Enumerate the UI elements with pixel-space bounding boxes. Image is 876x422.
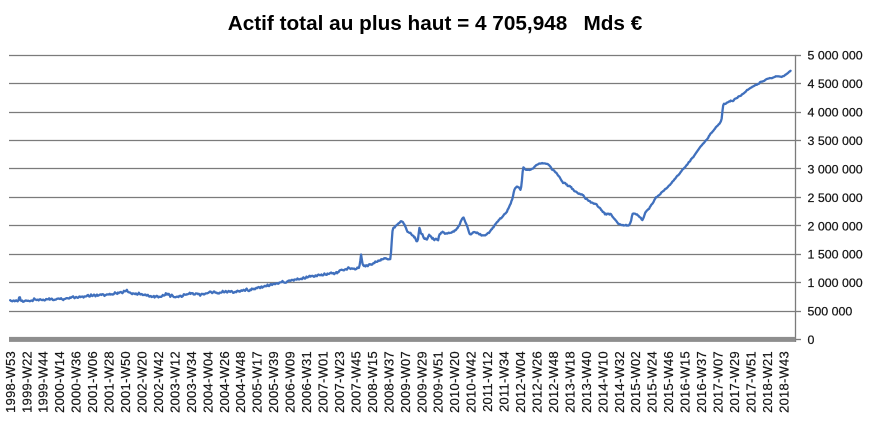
svg-text:4 500 000: 4 500 000: [808, 77, 863, 91]
svg-text:2009-W07: 2009-W07: [398, 351, 413, 413]
svg-text:2015-W02: 2015-W02: [628, 351, 643, 413]
svg-text:2007-W45: 2007-W45: [348, 351, 363, 413]
svg-text:1 000 000: 1 000 000: [808, 276, 863, 290]
svg-text:2012-W04: 2012-W04: [513, 351, 528, 413]
svg-text:2014-W32: 2014-W32: [612, 351, 627, 413]
svg-text:0: 0: [808, 333, 815, 347]
svg-text:2005-W17: 2005-W17: [250, 351, 265, 413]
svg-text:2013-W18: 2013-W18: [562, 351, 577, 413]
svg-text:500 000: 500 000: [808, 305, 853, 319]
svg-text:2010-W20: 2010-W20: [447, 351, 462, 413]
svg-text:2008-W37: 2008-W37: [381, 351, 396, 413]
svg-text:1999-W44: 1999-W44: [36, 351, 51, 413]
svg-text:2017-W29: 2017-W29: [727, 351, 742, 413]
svg-text:1999-W22: 1999-W22: [19, 351, 34, 413]
svg-text:2017-W51: 2017-W51: [743, 351, 758, 413]
svg-text:2018-W21: 2018-W21: [760, 351, 775, 413]
svg-text:2004-W48: 2004-W48: [233, 351, 248, 413]
svg-text:2001-W28: 2001-W28: [102, 351, 117, 413]
svg-text:2004-W26: 2004-W26: [217, 351, 232, 413]
svg-text:2009-W29: 2009-W29: [414, 351, 429, 413]
svg-text:2017-W07: 2017-W07: [711, 351, 726, 413]
svg-text:1998-W53: 1998-W53: [3, 351, 18, 413]
svg-text:2002-W42: 2002-W42: [151, 351, 166, 413]
svg-text:2013-W40: 2013-W40: [579, 351, 594, 413]
svg-text:2 000 000: 2 000 000: [808, 219, 863, 233]
svg-text:2005-W39: 2005-W39: [266, 351, 281, 413]
svg-text:2015-W24: 2015-W24: [645, 351, 660, 413]
svg-text:2007-W23: 2007-W23: [332, 351, 347, 413]
svg-text:2010-W42: 2010-W42: [464, 351, 479, 413]
svg-text:5 000 000: 5 000 000: [808, 49, 863, 63]
svg-text:4 000 000: 4 000 000: [808, 105, 863, 119]
svg-text:2000-W14: 2000-W14: [52, 351, 67, 413]
svg-text:2009-W51: 2009-W51: [431, 351, 446, 413]
svg-text:2012-W26: 2012-W26: [529, 351, 544, 413]
svg-text:2016-W15: 2016-W15: [678, 351, 693, 413]
svg-text:2018-W43: 2018-W43: [776, 351, 791, 413]
svg-text:2007-W01: 2007-W01: [316, 351, 331, 413]
svg-text:1 500 000: 1 500 000: [808, 248, 863, 262]
svg-text:2001-W50: 2001-W50: [118, 351, 133, 413]
svg-text:2000-W36: 2000-W36: [69, 351, 84, 413]
svg-text:2011-W12: 2011-W12: [480, 351, 495, 412]
svg-text:2016-W37: 2016-W37: [694, 351, 709, 413]
svg-text:2001-W06: 2001-W06: [85, 351, 100, 413]
svg-text:2015-W46: 2015-W46: [661, 351, 676, 413]
svg-text:2003-W34: 2003-W34: [184, 351, 199, 413]
svg-text:2006-W09: 2006-W09: [283, 351, 298, 413]
svg-text:2004-W04: 2004-W04: [200, 351, 215, 413]
svg-text:3 000 000: 3 000 000: [808, 162, 863, 176]
svg-text:2008-W15: 2008-W15: [365, 351, 380, 413]
svg-text:2014-W10: 2014-W10: [595, 351, 610, 413]
svg-text:3 500 000: 3 500 000: [808, 134, 863, 148]
svg-text:2003-W12: 2003-W12: [167, 351, 182, 413]
svg-text:Actif total au plus haut = 4 7: Actif total au plus haut = 4 705,948 Mds…: [228, 12, 643, 35]
svg-text:2006-W31: 2006-W31: [299, 351, 314, 413]
svg-text:2011-W34: 2011-W34: [497, 351, 512, 412]
svg-text:2002-W20: 2002-W20: [134, 351, 149, 413]
svg-text:2 500 000: 2 500 000: [808, 191, 863, 205]
svg-text:2012-W48: 2012-W48: [546, 351, 561, 413]
